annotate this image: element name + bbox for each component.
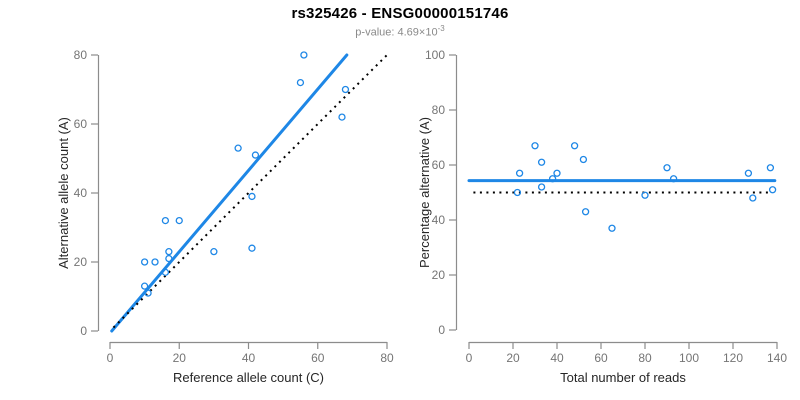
data-point (608, 224, 616, 232)
x-tick-label: 140 (767, 351, 787, 365)
data-point (234, 144, 242, 152)
data-point (513, 188, 522, 197)
data-point (537, 158, 546, 166)
data-point (669, 175, 678, 183)
x-tick-label: 80 (638, 351, 652, 365)
data-point (744, 169, 753, 177)
data-point (768, 186, 777, 194)
data-point (663, 164, 671, 172)
ase-counts-scatter: 0 20 40 60 80 0 20 40 60 80 Reference allele count… (56, 48, 394, 385)
data-point (548, 175, 557, 183)
y-tick-label: 40 (74, 186, 88, 200)
data-point (537, 183, 546, 191)
data-point (248, 244, 256, 252)
data-point (579, 155, 588, 164)
y-tick-label: 20 (74, 255, 88, 269)
x-axis-title: Reference allele count (C) (173, 370, 324, 385)
x-tick-label: 60 (594, 351, 608, 365)
percentage-alternative-scatter: 0 20 40 60 80 100 0 20 40 60 80 100 120 140 Total numb… (417, 48, 787, 385)
x-tick-label: 40 (242, 351, 256, 365)
data-point (641, 191, 649, 199)
x-tick-label: 100 (679, 351, 699, 365)
y-tick-label: 100 (425, 48, 445, 62)
data-point (161, 268, 170, 277)
data-point (140, 282, 149, 290)
data-point (749, 194, 757, 202)
data-point (338, 113, 346, 121)
data-point (151, 258, 159, 266)
data-point (766, 164, 775, 172)
x-tick-label: 40 (550, 351, 564, 365)
data-point (165, 254, 173, 263)
data-point (165, 247, 173, 256)
x-tick-label: 0 (466, 351, 473, 365)
y-tick-label: 0 (438, 323, 445, 337)
y-tick-label: 80 (74, 48, 88, 62)
data-point (144, 289, 152, 297)
figure-title: rs325426 - ENSG00000151746 (291, 5, 509, 22)
data-point (210, 247, 218, 256)
figure-subtitle-pvalue: p-value: 4.69×10-3 (0, 24, 800, 39)
data-point (581, 208, 590, 216)
pvalue-text: p-value: 4.69×10 (355, 26, 438, 39)
data-point (161, 216, 170, 225)
x-tick-label: 20 (506, 351, 520, 365)
data-point (553, 169, 561, 177)
identity-line (112, 54, 388, 329)
y-tick-label: 20 (432, 268, 446, 282)
x-tick-label: 20 (173, 351, 187, 365)
x-tick-label: 120 (723, 351, 743, 365)
data-point (531, 142, 539, 150)
data-point (570, 142, 579, 150)
y-tick-label: 40 (432, 213, 446, 227)
data-point (296, 78, 305, 87)
data-point (248, 192, 256, 201)
fit-line (110, 53, 349, 333)
x-tick-label: 80 (380, 351, 394, 365)
x-tick-label: 60 (311, 351, 325, 365)
data-point (515, 169, 524, 177)
pvalue-exponent: -3 (437, 24, 445, 33)
data-point (175, 216, 183, 225)
data-point (140, 258, 149, 266)
data-point (300, 51, 308, 59)
x-axis-title: Total number of reads (560, 370, 686, 385)
y-tick-label: 0 (80, 324, 87, 338)
data-point (341, 85, 350, 94)
data-point (251, 151, 260, 159)
x-tick-label: 0 (107, 351, 114, 365)
y-tick-label: 60 (74, 117, 88, 131)
y-tick-label: 60 (432, 158, 446, 172)
y-tick-label: 80 (432, 103, 446, 117)
y-axis-title: Percentage alternative (A) (417, 117, 432, 268)
y-axis-title: Alternative allele count (A) (56, 117, 71, 269)
